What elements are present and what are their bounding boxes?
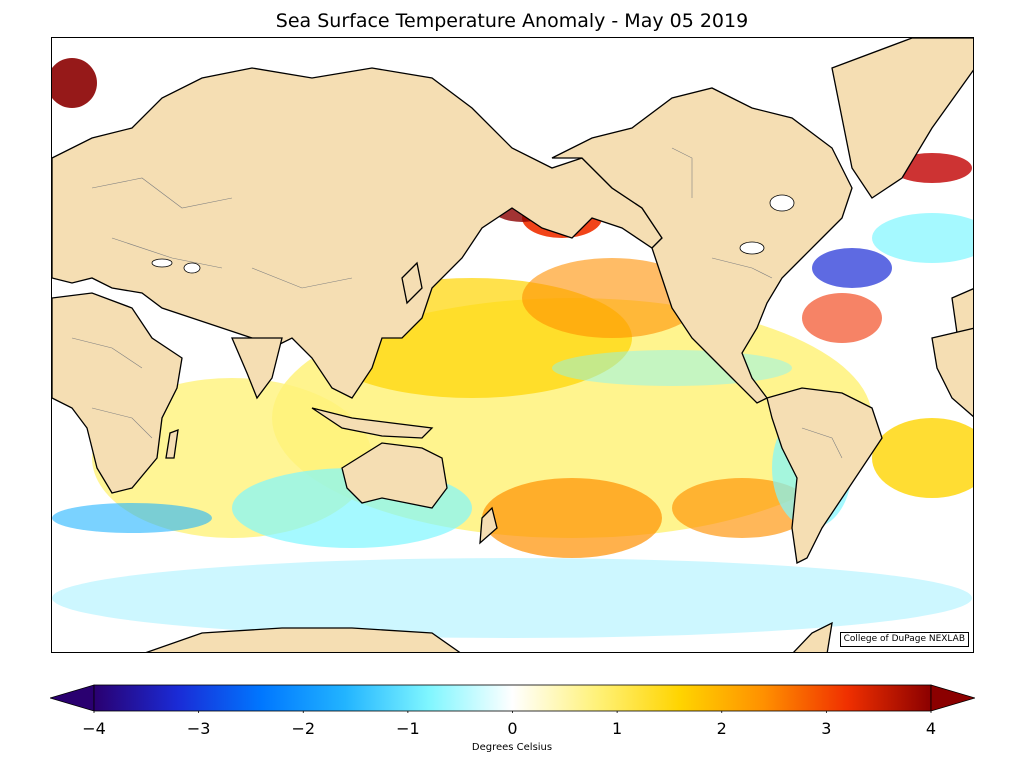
credit-box: College of DuPage NEXLAB: [839, 632, 969, 647]
land-west-africa-right: [931, 327, 973, 418]
land-madagascar: [165, 429, 179, 459]
colorbar-tick-label: 2: [716, 719, 727, 738]
sst-anomaly-map: [52, 38, 973, 652]
land-masses: [52, 38, 973, 652]
land-australia: [341, 442, 448, 509]
land-indonesia: [311, 407, 434, 439]
chart-title: Sea Surface Temperature Anomaly - May 05…: [275, 10, 749, 32]
colorbar-tick-label: 0: [507, 719, 518, 738]
anomaly-hot-norwegian: [52, 58, 97, 108]
anomaly-cool-natl: [872, 213, 973, 263]
country-borders: [71, 147, 843, 459]
colorbar-tick-marks: [93, 711, 932, 713]
land-antarctica-peninsula: [793, 621, 833, 652]
colorbar-tick-label: −1: [396, 719, 420, 738]
anomaly-warm-mid-npac: [522, 258, 702, 338]
land-japan: [401, 261, 423, 305]
colorbar-tick-label: 3: [821, 719, 832, 738]
colorbar-max-arrow: [930, 684, 975, 712]
hudson-bay: [769, 194, 795, 212]
anomaly-cold-nwatl: [812, 248, 892, 288]
colorbar-gradient: [93, 684, 932, 712]
colorbar-tick-label: −3: [186, 719, 211, 738]
land-north-america: [551, 87, 853, 404]
colorbar-tick-label: 1: [612, 719, 623, 738]
map-panel: College of DuPage NEXLAB: [51, 37, 974, 653]
anomaly-warm-spac: [482, 478, 662, 558]
land-eurasia: [52, 67, 663, 399]
colorbar-label: Degrees Celsius: [471, 742, 553, 753]
anomaly-cool-sw-indian: [52, 503, 212, 533]
land-new-zealand: [479, 506, 498, 545]
caspian-sea: [183, 262, 201, 274]
anomaly-cool-southern-ocean: [52, 558, 972, 638]
colorbar-tick-label: 4: [925, 719, 937, 738]
great-lakes: [739, 241, 765, 255]
land-iberia-right: [951, 288, 973, 339]
colorbar-tick-label: −4: [82, 719, 106, 738]
land-africa: [52, 292, 183, 494]
lakes: [151, 194, 795, 274]
anomaly-warm-satl: [872, 418, 973, 498]
anomaly-cool-equatorial-pac: [552, 350, 792, 386]
colorbar: [50, 684, 975, 713]
land-south-america: [766, 387, 883, 564]
anomaly-warm-gulfstream: [802, 293, 882, 343]
black-sea: [151, 258, 173, 268]
land-india: [231, 337, 283, 400]
land-antarctica: [145, 627, 461, 652]
colorbar-min-arrow: [50, 684, 95, 712]
colorbar-tick-label: −2: [291, 719, 316, 738]
land-greenland: [831, 38, 973, 199]
